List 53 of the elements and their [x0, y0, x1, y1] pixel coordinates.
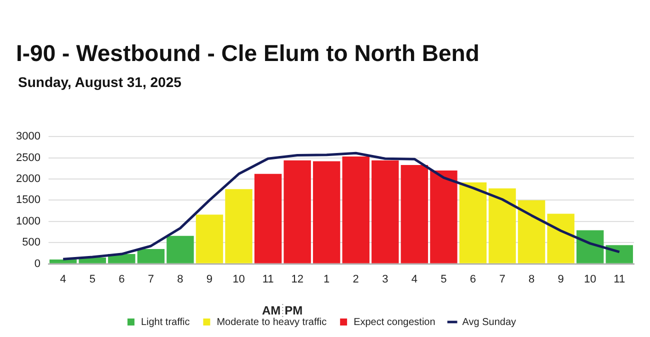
legend-label: Avg Sunday [462, 316, 516, 328]
x-tick-label: 3 [382, 273, 388, 286]
bar [488, 188, 516, 264]
y-tick-label: 1000 [16, 215, 40, 228]
x-tick-label: 5 [440, 273, 447, 286]
bar [400, 165, 428, 264]
legend-label: Expect congestion [354, 316, 436, 328]
x-tick-label: 6 [470, 273, 476, 286]
bar [284, 160, 311, 264]
x-tick-label: 5 [89, 273, 96, 286]
bar [137, 248, 165, 264]
y-tick-label: 500 [22, 236, 40, 249]
x-tick-label: 2 [352, 273, 359, 286]
x-tick-label: 12 [291, 273, 304, 286]
bar [576, 230, 604, 264]
bar [342, 156, 370, 264]
x-tick-label: 11 [262, 273, 274, 286]
bar [254, 174, 282, 264]
y-tick-label: 2500 [16, 152, 40, 164]
y-tick-label: 0 [34, 258, 40, 270]
bar [430, 170, 458, 264]
bar [49, 260, 77, 264]
bar [547, 214, 574, 264]
x-tick-label: 6 [118, 273, 125, 286]
x-tick-label: 9 [206, 273, 213, 286]
x-tick-label: 4 [411, 273, 418, 286]
bar [166, 236, 194, 264]
y-tick-label: 3000 [16, 130, 40, 143]
bar [372, 160, 399, 264]
bar [518, 200, 546, 264]
y-tick-label: 2000 [16, 173, 40, 186]
bar [312, 161, 340, 264]
x-tick-label: 8 [528, 273, 535, 286]
text: PM [284, 303, 303, 318]
x-tick-label: 7 [499, 273, 506, 286]
x-tick-label: 7 [148, 273, 154, 286]
x-tick-label: 4 [60, 273, 66, 286]
bar [225, 189, 252, 264]
x-tick-label: 11 [614, 273, 626, 286]
x-tick-label: 8 [177, 273, 184, 286]
x-tick-label: 9 [558, 273, 564, 286]
bar [196, 214, 224, 264]
text: AM [262, 303, 281, 318]
legend-label: Moderate to heavy traffic [216, 316, 327, 328]
bar [606, 245, 633, 264]
chart-subtitle: Sunday, August 31, 2025 [18, 74, 182, 90]
x-tick-label: 1 [324, 273, 330, 286]
x-tick-label: 10 [232, 273, 245, 286]
y-tick-label: 1500 [16, 194, 40, 206]
bar [459, 182, 487, 264]
legend-label: Light traffic [140, 316, 190, 328]
x-tick-label: 10 [584, 273, 596, 286]
chart-title: I-90 - Westbound - Cle Elum to North Bend [16, 40, 480, 67]
